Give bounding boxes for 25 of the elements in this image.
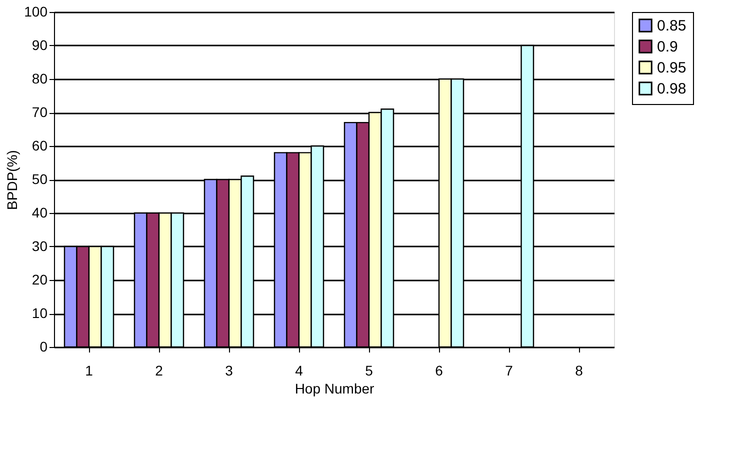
x-tick-label: 5: [365, 362, 374, 378]
x-axis-title: Hop Number: [294, 380, 375, 396]
y-tick-label: 0: [40, 338, 48, 354]
x-tick-label: 1: [85, 362, 94, 378]
y-tick-label: 20: [32, 272, 48, 288]
x-tick-label: 7: [505, 362, 514, 378]
x-tick-label: 2: [155, 362, 164, 378]
x-tick-label: 4: [295, 362, 304, 378]
x-tick-label: 3: [225, 362, 234, 378]
y-axis-title: BPDP(%): [4, 150, 20, 210]
y-tick-label: 60: [32, 138, 48, 154]
y-tick-label: 30: [32, 238, 48, 254]
legend-label: 0.9: [657, 38, 678, 56]
legend-label: 0.85: [657, 18, 686, 34]
y-tick-label: 100: [24, 4, 48, 20]
x-tick-label: 8: [575, 362, 584, 378]
y-tick-label: 90: [32, 37, 48, 53]
legend-label: 0.95: [657, 60, 686, 76]
y-tick-label: 80: [32, 70, 48, 86]
y-tick-label: 40: [32, 204, 48, 220]
x-tick-label: 6: [435, 362, 444, 378]
y-tick-label: 10: [32, 305, 48, 321]
legend-label: 0.98: [657, 80, 686, 98]
y-tick-label: 50: [32, 171, 48, 187]
y-tick-label: 70: [32, 104, 48, 120]
